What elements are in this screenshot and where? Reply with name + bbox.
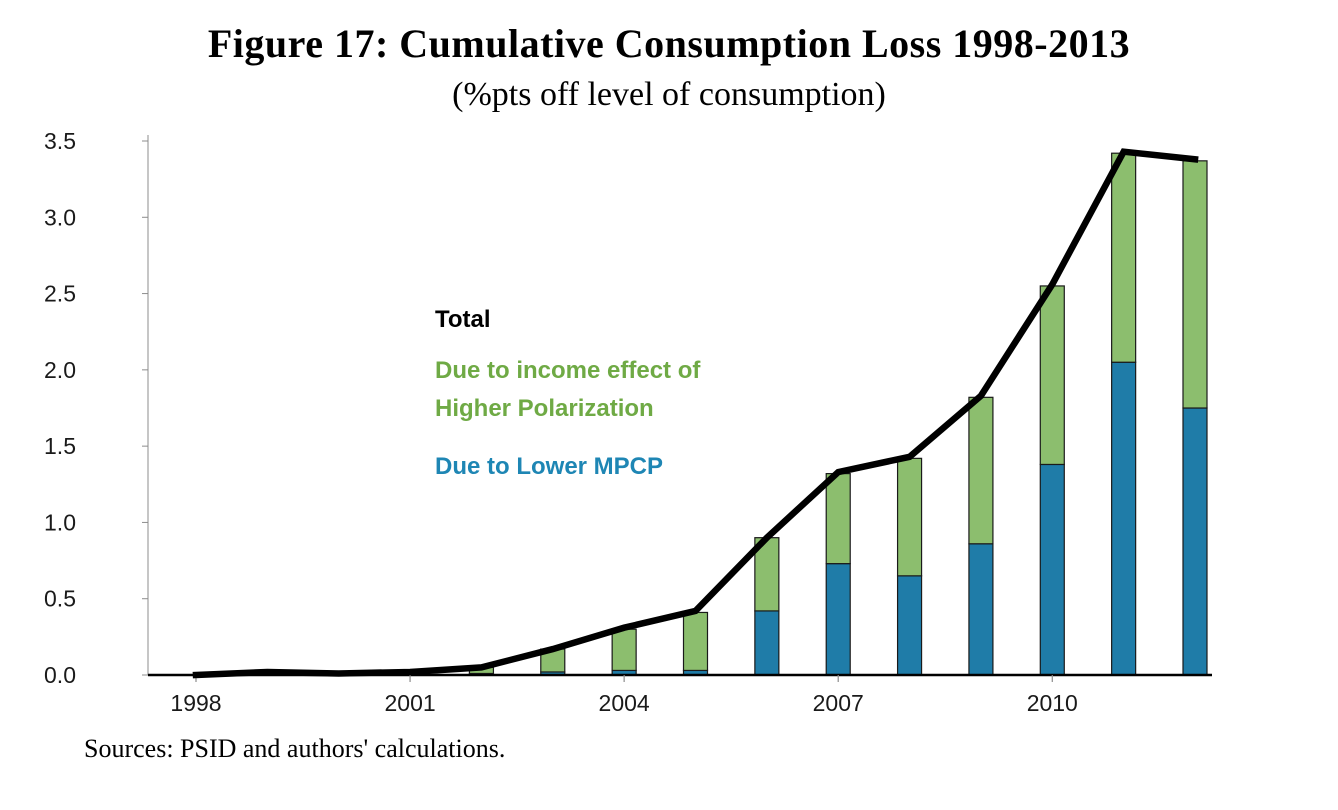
y-axis-label: 3.0	[44, 204, 76, 230]
bar-segment-income	[825, 473, 851, 565]
x-axis-label: 1998	[170, 690, 221, 716]
chart-subtitle: (%pts off level of consumption)	[452, 76, 886, 113]
x-axis-label: 2007	[813, 690, 864, 716]
bar-segment-income	[611, 628, 637, 672]
bar-segment-income	[1111, 152, 1137, 363]
bar-segment-mpcp	[1039, 463, 1065, 676]
x-axis-label: 2010	[1027, 690, 1078, 716]
bar-segment-mpcp	[1111, 361, 1137, 676]
bar-segment-mpcp	[896, 575, 923, 676]
x-axis-label: 2001	[384, 690, 435, 716]
source-note: Sources: PSID and authors' calculations.	[84, 734, 506, 763]
bar-segment-mpcp	[968, 543, 994, 676]
bar-segment-income	[896, 457, 923, 577]
y-axis-label: 1.0	[44, 509, 76, 535]
chart-title: Figure 17: Cumulative Consumption Loss 1…	[207, 21, 1131, 66]
y-axis-label: 2.0	[44, 357, 76, 383]
chart-area: 0.0 0.5 1.0 1.5 2.0 2.5 3.0 3.5 1998 2001 2004 2007…	[0, 125, 1338, 725]
y-axis-label: 0.5	[44, 586, 76, 612]
y-axis-label: 3.5	[44, 128, 76, 154]
bar-segment-income	[682, 611, 709, 672]
legend-income-label: Due to income effect of Higher Polarizat…	[435, 352, 700, 428]
y-axis-label: 1.5	[44, 433, 76, 459]
legend-income-label-line1: Due to income effect of	[435, 357, 701, 384]
bar-segment-mpcp	[825, 563, 851, 676]
bar-segment-income	[968, 396, 994, 545]
bar-segment-income	[1039, 285, 1065, 466]
chart-svg: 0.0 0.5 1.0 1.5 2.0 2.5 3.0 3.5 1998 2001 2004 2007…	[44, 128, 1212, 716]
bar-segment-mpcp	[754, 610, 780, 676]
y-axis-label: 0.0	[44, 662, 76, 688]
bar-segment-mpcp	[1182, 407, 1208, 676]
x-axis-label: 2004	[599, 690, 650, 716]
legend-mpcp-label: Due to Lower MPCP	[435, 453, 664, 480]
total-line	[192, 148, 1199, 679]
bar-segment-income	[1182, 160, 1208, 409]
y-axis-label: 2.5	[44, 281, 76, 307]
legend-income-label-line2: Higher Polarization	[435, 395, 654, 422]
legend-total-label: Total	[435, 306, 491, 333]
